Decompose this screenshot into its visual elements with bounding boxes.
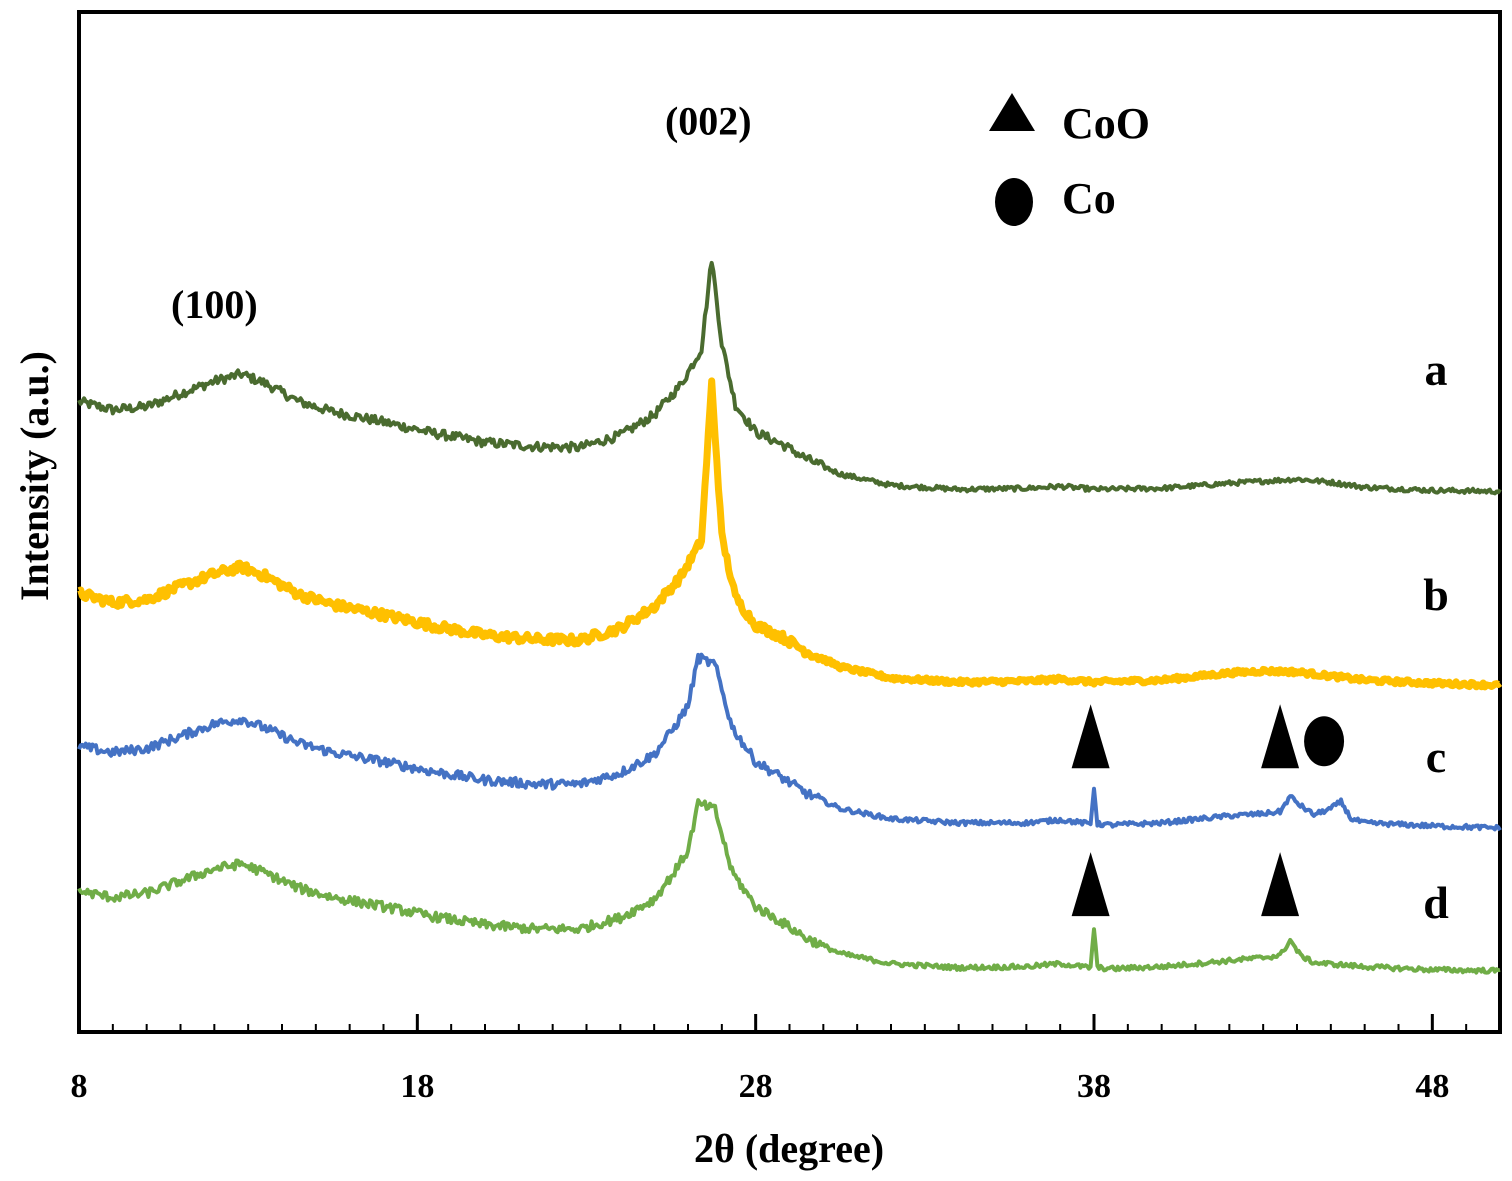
series-b-label: b xyxy=(1423,569,1449,620)
x-axis-ticks: 8 18 28 38 48 xyxy=(71,1014,1501,1105)
peak-label: (100) xyxy=(171,282,258,327)
coo-triangle-marker xyxy=(1261,852,1300,917)
x-tick-label-38: 38 xyxy=(1077,1068,1111,1105)
x-tick-label-48: 48 xyxy=(1415,1068,1449,1105)
series-c-label: c xyxy=(1426,731,1446,782)
x-axis-title: 2θ (degree) xyxy=(694,1126,884,1171)
marker-layer xyxy=(1071,704,1345,917)
series-d-line xyxy=(77,798,1501,975)
series-a-line xyxy=(77,260,1502,496)
series-d-label: d xyxy=(1423,877,1449,928)
series-b-line xyxy=(77,377,1503,691)
series-c-line xyxy=(77,652,1502,832)
x-tick-label-8: 8 xyxy=(71,1068,88,1105)
peak-label: (002) xyxy=(665,98,752,143)
y-axis-title: Intensity (a.u.) xyxy=(12,351,57,601)
legend-circle-icon xyxy=(995,178,1033,226)
coo-triangle-marker xyxy=(1261,704,1300,769)
legend-label-coo: CoO xyxy=(1062,99,1150,148)
legend: CoO Co xyxy=(989,93,1150,226)
series-layer xyxy=(77,260,1503,975)
legend-triangle-icon xyxy=(989,93,1035,131)
peak-label-layer: (100) (002) xyxy=(171,98,752,327)
series-a-label: a xyxy=(1425,344,1448,395)
x-tick-label-28: 28 xyxy=(739,1068,773,1105)
coo-triangle-marker xyxy=(1071,852,1110,917)
legend-label-co: Co xyxy=(1062,174,1116,223)
x-tick-label-18: 18 xyxy=(400,1068,434,1105)
co-circle-marker xyxy=(1304,716,1345,767)
coo-triangle-marker xyxy=(1071,704,1110,769)
series-label-layer: a b c d xyxy=(1423,344,1449,928)
